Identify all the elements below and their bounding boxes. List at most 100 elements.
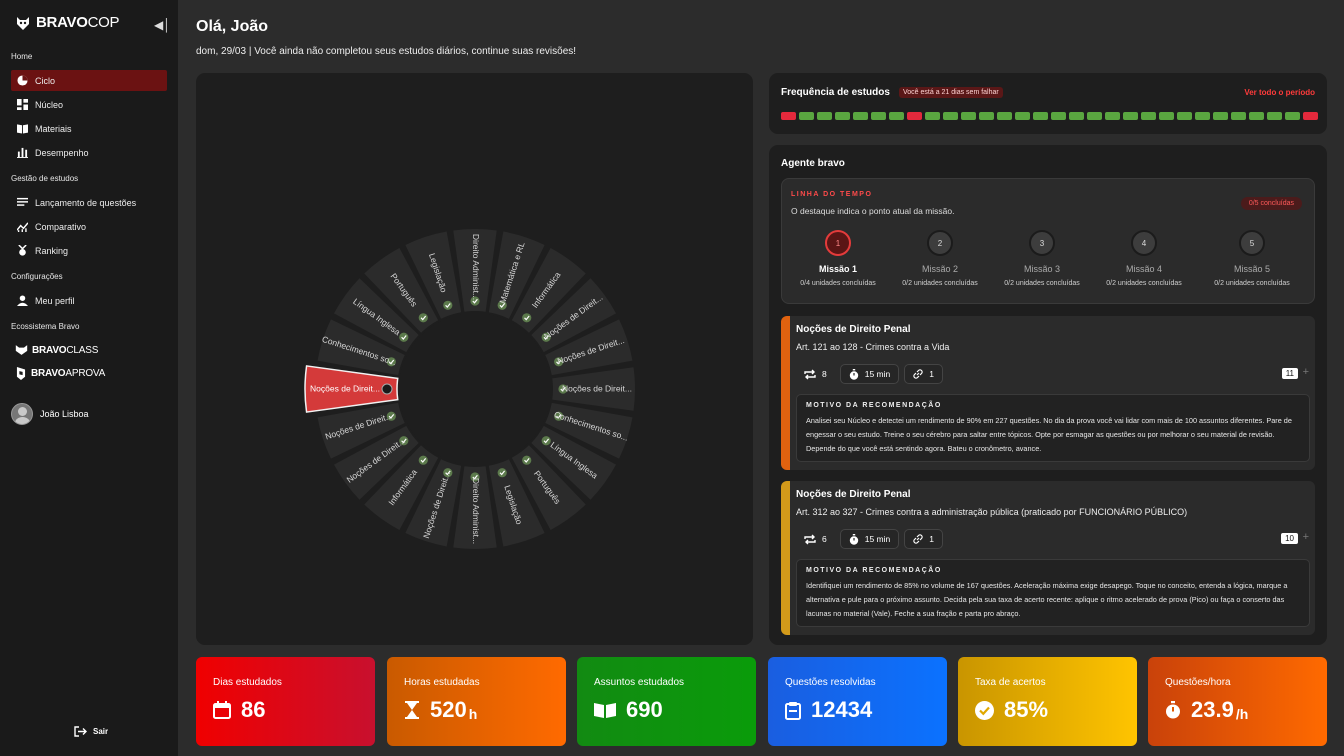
cycle-segment-shape[interactable]: [304, 365, 399, 413]
frequency-day: [1087, 112, 1102, 120]
cycle-segment[interactable]: Matemática e RL: [488, 231, 545, 319]
cycle-segment-shape[interactable]: [511, 445, 586, 531]
reason-text: Analisei seu Núcleo e detectei um rendim…: [806, 416, 1292, 453]
section-config: Configurações: [11, 272, 63, 281]
cycle-segment-shape[interactable]: [453, 466, 497, 549]
question-count[interactable]: 11: [1281, 368, 1298, 379]
cycle-segment[interactable]: Noções de Direit...: [317, 402, 405, 459]
logo[interactable]: BRAVOCOP: [15, 14, 119, 31]
cycle-segment[interactable]: Noções de Direit...: [304, 365, 399, 413]
cycle-segment-shape[interactable]: [333, 425, 419, 500]
check-icon: [388, 414, 395, 419]
cycle-segment-shape[interactable]: [531, 278, 617, 353]
sidebar-item-nucleo[interactable]: Núcleo: [11, 94, 167, 115]
cycle-segment[interactable]: Legislação: [405, 231, 462, 319]
cycle-segment[interactable]: Português: [364, 247, 439, 333]
page-subtitle: dom, 29/03 | Você ainda não completou se…: [196, 46, 577, 57]
cycle-segment-shape[interactable]: [545, 319, 633, 376]
mission-3[interactable]: 3 Missão 3 0/2 unidades concluídas: [987, 230, 1097, 287]
cycle-segment[interactable]: Informática: [511, 247, 586, 333]
mission-number: 5: [1239, 230, 1265, 256]
check-icon: [399, 436, 409, 446]
timer-value: 15 min: [864, 534, 891, 544]
logout-button[interactable]: Sair: [74, 726, 108, 737]
mission-name: Missão 4: [1125, 264, 1162, 274]
cycle-segment-shape[interactable]: [317, 402, 405, 459]
sidebar-item-label: Ciclo: [35, 75, 56, 86]
timer-chip[interactable]: 15 min: [839, 529, 900, 549]
cycle-segment-shape[interactable]: [364, 247, 439, 333]
mission-name: Missão 5: [1233, 264, 1270, 274]
cycle-segment-shape[interactable]: [364, 445, 439, 531]
view-full-period-link[interactable]: Ver todo o período: [1244, 88, 1315, 97]
cycle-segment-shape[interactable]: [545, 402, 633, 459]
mission-units: 0/4 unidades concluídas: [800, 280, 876, 287]
bravoaprova-link[interactable]: BRAVOAPROVA: [15, 367, 105, 380]
cycle-segment-shape[interactable]: [317, 319, 405, 376]
stat-card-questoes-hora: Questões/hora 23.9/h: [1148, 657, 1327, 746]
reason-heading: MOTIVO DA RECOMENDAÇÃO: [806, 567, 942, 574]
section-gestao: Gestão de estudos: [11, 174, 79, 183]
cycle-segment-shape[interactable]: [511, 247, 586, 333]
bravoclass-link[interactable]: BRAVOCLASS: [15, 344, 98, 356]
sidebar: BRAVOCOP ◀│ Home Ciclo Núcleo Materiais …: [0, 0, 178, 756]
mission-units: 0/2 unidades concluídas: [902, 280, 978, 287]
mission-4[interactable]: 4 Missão 4 0/2 unidades concluídas: [1089, 230, 1199, 287]
add-icon[interactable]: +: [1302, 366, 1309, 378]
cycle-segment[interactable]: Noções de Direit...: [405, 459, 462, 547]
links-chip[interactable]: 1: [904, 364, 943, 384]
calendar-icon: [213, 701, 231, 719]
sidebar-item-label: Materiais: [35, 123, 72, 134]
sidebar-item-desempenho[interactable]: Desempenho: [11, 142, 167, 163]
cycle-segment-shape[interactable]: [488, 459, 545, 547]
cycle-segment[interactable]: Legislação: [488, 459, 545, 547]
question-count[interactable]: 10: [1281, 533, 1298, 544]
cycle-segment-shape[interactable]: [333, 278, 419, 353]
frequency-day: [817, 112, 832, 120]
sidebar-item-label: Desempenho: [35, 147, 89, 158]
sidebar-item-meu-perfil[interactable]: Meu perfil: [11, 290, 167, 311]
mission-2[interactable]: 2 Missão 2 0/2 unidades concluídas: [885, 230, 995, 287]
cycle-segment[interactable]: Direito Administ...: [453, 466, 497, 549]
sidebar-item-label: Comparativo: [35, 221, 87, 232]
check-icon: [470, 472, 480, 482]
stat-label: Questões/hora: [1165, 677, 1231, 688]
cycle-segment[interactable]: Língua Inglesa: [333, 278, 419, 353]
check-icon: [497, 468, 507, 478]
cycle-segment[interactable]: Direito Administ...: [453, 229, 497, 312]
cycle-segment[interactable]: Noções de Direit...: [552, 367, 635, 411]
reason-heading: MOTIVO DA RECOMENDAÇÃO: [806, 402, 942, 409]
cycle-segment-shape[interactable]: [405, 459, 462, 547]
sidebar-item-ranking[interactable]: Ranking: [11, 240, 167, 261]
mission-1[interactable]: 1 Missão 1 0/4 unidades concluídas: [783, 230, 893, 287]
sidebar-item-materiais[interactable]: Materiais: [11, 118, 167, 139]
recommendation-title: Noções de Direito Penal: [796, 324, 911, 335]
check-circle-icon: [975, 700, 994, 720]
cycle-segment-shape[interactable]: [531, 425, 617, 500]
links-chip[interactable]: 1: [904, 529, 943, 549]
sidebar-item-lancamento[interactable]: Lançamento de questões: [11, 192, 167, 213]
cycle-segment[interactable]: Conhecimentos so...: [317, 319, 405, 376]
cycle-segment-shape[interactable]: [552, 367, 635, 411]
recommendation-card[interactable]: Noções de Direito Penal Art. 121 ao 128 …: [781, 316, 1315, 470]
add-icon[interactable]: +: [1302, 531, 1309, 543]
frequency-day: [961, 112, 976, 120]
sidebar-item-ciclo[interactable]: Ciclo: [11, 70, 167, 91]
collapse-sidebar-icon[interactable]: ◀│: [154, 18, 171, 32]
cycle-segment-shape[interactable]: [488, 231, 545, 319]
cycle-segment-shape[interactable]: [453, 229, 497, 312]
cycle-segment-shape[interactable]: [405, 231, 462, 319]
recommendation-card[interactable]: Noções de Direito Penal Art. 312 ao 327 …: [781, 481, 1315, 635]
repeat-count: 8: [796, 364, 835, 384]
user-profile[interactable]: João Lisboa: [11, 403, 89, 425]
timer-chip[interactable]: 15 min: [839, 364, 900, 384]
section-eco: Ecossistema Bravo: [11, 322, 80, 331]
frequency-day: [1123, 112, 1138, 120]
grid-icon: [17, 99, 28, 110]
sidebar-item-comparativo[interactable]: Comparativo: [11, 216, 167, 237]
check-icon: [541, 436, 551, 446]
missions-completed-badge: 0/5 concluídas: [1240, 197, 1302, 210]
frequency-day: [1015, 112, 1030, 120]
frequency-day: [1177, 112, 1192, 120]
mission-5[interactable]: 5 Missão 5 0/2 unidades concluídas: [1197, 230, 1307, 287]
